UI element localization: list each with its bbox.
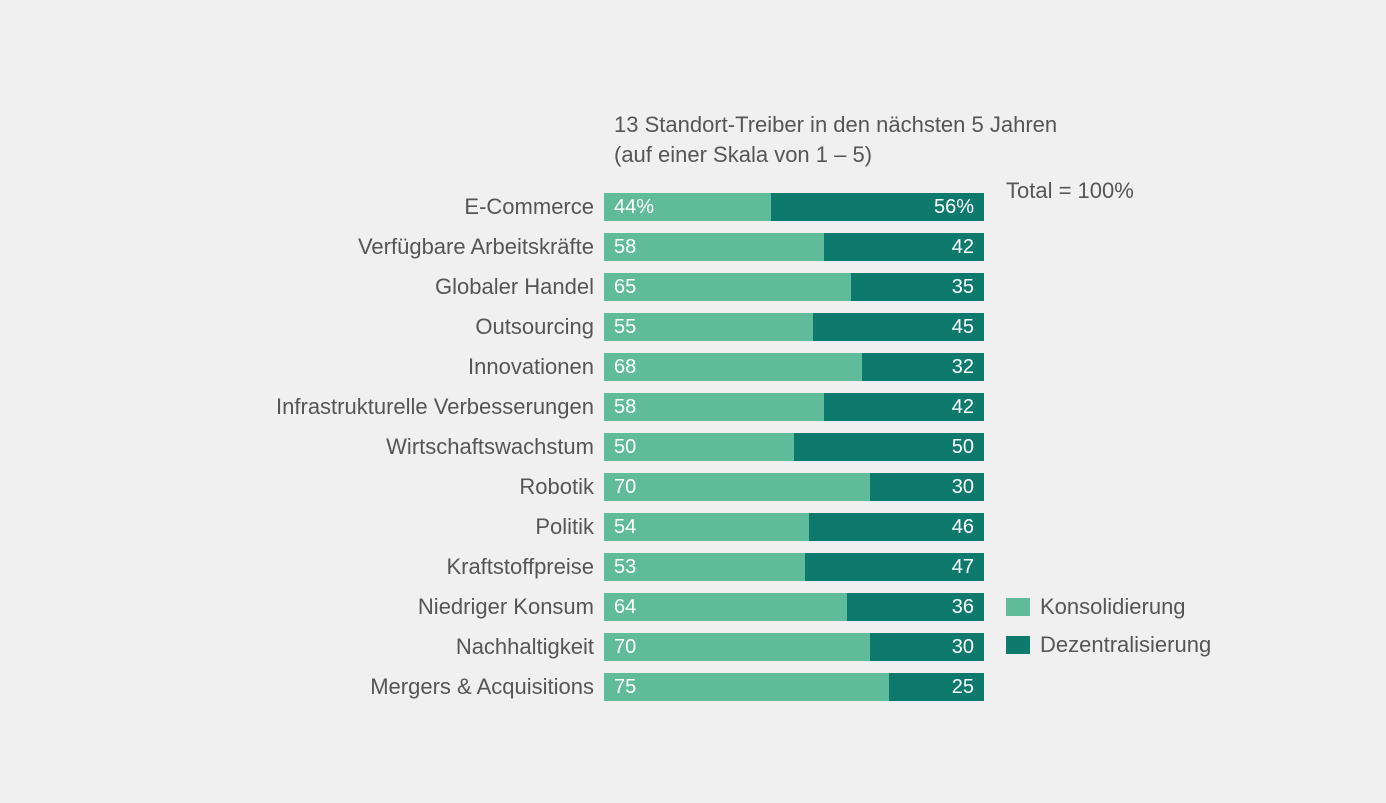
chart-container: 13 Standort-Treiber in den nächsten 5 Ja… xyxy=(264,110,1254,707)
bar-row: Verfügbare Arbeitskräfte5842 xyxy=(264,227,1254,267)
row-label: E-Commerce xyxy=(264,194,604,220)
bar-row: Infrastrukturelle Verbesserungen5842 xyxy=(264,387,1254,427)
bar-row: Mergers & Acquisitions7525 xyxy=(264,667,1254,707)
bar-segment-dezentralisierung: 42 xyxy=(824,233,984,261)
row-label: Kraftstoffpreise xyxy=(264,554,604,580)
bar-segment-konsolidierung: 65 xyxy=(604,273,851,301)
bar-row: Globaler Handel6535 xyxy=(264,267,1254,307)
stacked-bar: 6832 xyxy=(604,353,984,381)
legend-item-dezentralisierung: Dezentralisierung xyxy=(1006,626,1211,664)
row-label: Niedriger Konsum xyxy=(264,594,604,620)
legend-label-konsolidierung: Konsolidierung xyxy=(1040,594,1186,620)
row-label: Robotik xyxy=(264,474,604,500)
bar-segment-konsolidierung: 58 xyxy=(604,393,824,421)
bar-row: Innovationen6832 xyxy=(264,347,1254,387)
stacked-bar: 6535 xyxy=(604,273,984,301)
legend-swatch-dezentralisierung xyxy=(1006,636,1030,654)
stacked-bar: 5446 xyxy=(604,513,984,541)
legend-swatch-konsolidierung xyxy=(1006,598,1030,616)
total-label: Total = 100% xyxy=(1006,178,1134,204)
stacked-bar: 7030 xyxy=(604,633,984,661)
stacked-bar: 5050 xyxy=(604,433,984,461)
row-label: Politik xyxy=(264,514,604,540)
bar-segment-dezentralisierung: 32 xyxy=(862,353,984,381)
stacked-bar: 44%56% xyxy=(604,193,984,221)
chart-title-line1: 13 Standort-Treiber in den nächsten 5 Ja… xyxy=(614,110,1254,140)
bar-segment-dezentralisierung: 25 xyxy=(889,673,984,701)
bar-segment-dezentralisierung: 36 xyxy=(847,593,984,621)
stacked-bar: 5545 xyxy=(604,313,984,341)
bar-segment-konsolidierung: 75 xyxy=(604,673,889,701)
row-label: Wirtschaftswachstum xyxy=(264,434,604,460)
bar-segment-dezentralisierung: 30 xyxy=(870,473,984,501)
bar-row: Politik5446 xyxy=(264,507,1254,547)
bar-segment-dezentralisierung: 47 xyxy=(805,553,984,581)
bar-segment-konsolidierung: 70 xyxy=(604,473,870,501)
bar-segment-dezentralisierung: 35 xyxy=(851,273,984,301)
bar-segment-dezentralisierung: 50 xyxy=(794,433,984,461)
chart-title: 13 Standort-Treiber in den nächsten 5 Ja… xyxy=(614,110,1254,169)
legend: Konsolidierung Dezentralisierung xyxy=(1006,588,1211,664)
row-label: Innovationen xyxy=(264,354,604,380)
row-label: Infrastrukturelle Verbesserungen xyxy=(264,394,604,420)
row-label: Mergers & Acquisitions xyxy=(264,674,604,700)
row-label: Nachhaltigkeit xyxy=(264,634,604,660)
bar-row: Wirtschaftswachstum5050 xyxy=(264,427,1254,467)
bar-row: Kraftstoffpreise5347 xyxy=(264,547,1254,587)
stacked-bar: 7525 xyxy=(604,673,984,701)
bar-segment-dezentralisierung: 46 xyxy=(809,513,984,541)
bar-segment-konsolidierung: 70 xyxy=(604,633,870,661)
legend-label-dezentralisierung: Dezentralisierung xyxy=(1040,632,1211,658)
bar-segment-konsolidierung: 68 xyxy=(604,353,862,381)
row-label: Outsourcing xyxy=(264,314,604,340)
bar-segment-konsolidierung: 58 xyxy=(604,233,824,261)
stacked-bar: 5347 xyxy=(604,553,984,581)
bar-segment-dezentralisierung: 42 xyxy=(824,393,984,421)
bar-row: Outsourcing5545 xyxy=(264,307,1254,347)
bar-row: Robotik7030 xyxy=(264,467,1254,507)
legend-item-konsolidierung: Konsolidierung xyxy=(1006,588,1211,626)
bar-segment-dezentralisierung: 56% xyxy=(771,193,984,221)
bar-segment-konsolidierung: 54 xyxy=(604,513,809,541)
row-label: Verfügbare Arbeitskräfte xyxy=(264,234,604,260)
bar-segment-konsolidierung: 53 xyxy=(604,553,805,581)
bar-segment-dezentralisierung: 30 xyxy=(870,633,984,661)
stacked-bar: 6436 xyxy=(604,593,984,621)
bar-segment-konsolidierung: 55 xyxy=(604,313,813,341)
stacked-bar: 5842 xyxy=(604,233,984,261)
row-label: Globaler Handel xyxy=(264,274,604,300)
stacked-bar: 5842 xyxy=(604,393,984,421)
stacked-bar: 7030 xyxy=(604,473,984,501)
bar-segment-konsolidierung: 64 xyxy=(604,593,847,621)
bar-segment-konsolidierung: 50 xyxy=(604,433,794,461)
bar-segment-konsolidierung: 44% xyxy=(604,193,771,221)
chart-title-line2: (auf einer Skala von 1 – 5) xyxy=(614,140,1254,170)
bar-segment-dezentralisierung: 45 xyxy=(813,313,984,341)
